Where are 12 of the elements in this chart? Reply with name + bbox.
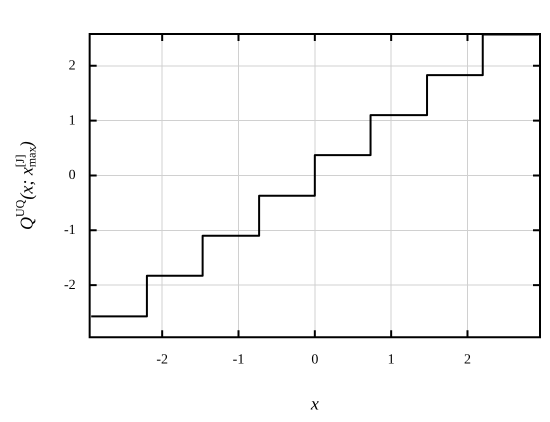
y-tick-label: 2 — [68, 58, 76, 74]
y-tick-label: 1 — [68, 113, 76, 128]
y-axis-title: QUQ(x; xmax[J]) — [12, 141, 39, 230]
x-tick-label: 0 — [311, 352, 318, 368]
x-tick-label: 1 — [388, 352, 395, 368]
x-tick-label: -2 — [156, 352, 168, 368]
x-tick-label: -1 — [232, 352, 244, 368]
y-tick-label: 0 — [68, 168, 76, 184]
y-tick-label: -1 — [64, 222, 76, 238]
x-axis-title: x — [310, 394, 319, 414]
x-tick-label: 2 — [464, 352, 471, 368]
y-tick-label: -2 — [64, 278, 76, 293]
